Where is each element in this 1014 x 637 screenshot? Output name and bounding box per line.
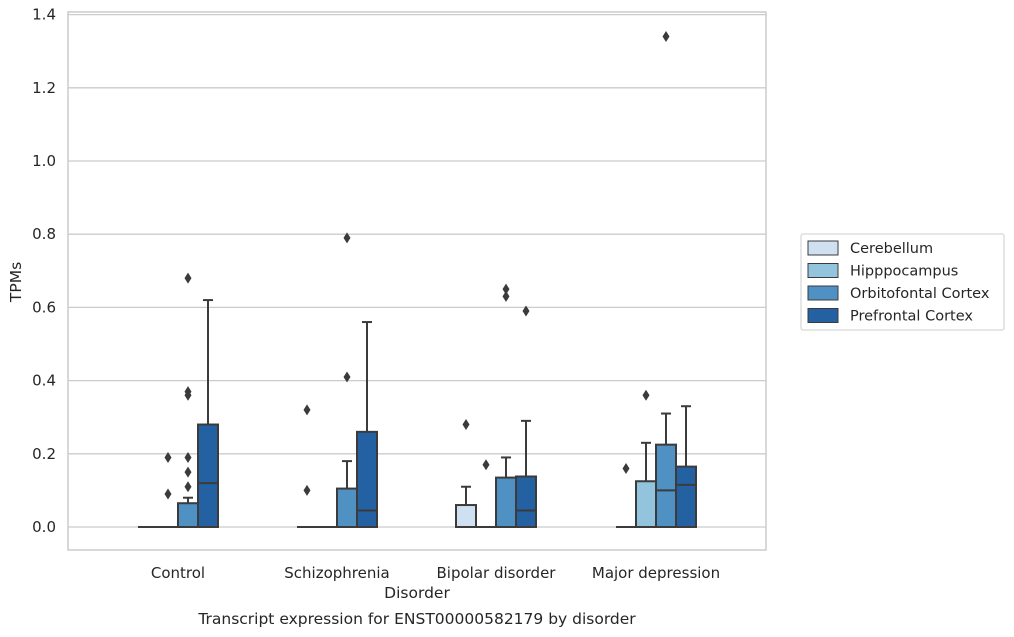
legend-items: Cerebellum Hipppocampus Orbitofontal Corte… <box>807 240 990 325</box>
legend-swatch <box>807 285 839 301</box>
grid-lines <box>68 13 766 528</box>
x-axis-label: Disorder <box>384 584 450 602</box>
legend-label: Orbitofontal Cortex <box>850 286 990 302</box>
x-tick-label: Control <box>151 564 205 582</box>
outlier-point <box>184 481 192 493</box>
box-group <box>476 459 496 528</box>
boxes <box>138 31 697 529</box>
outlier-point <box>164 451 172 463</box>
box-group <box>158 451 178 528</box>
chart-caption: Transcript expression for ENST0000058217… <box>197 610 636 628</box>
outlier-point <box>184 466 192 478</box>
box-group <box>616 462 636 528</box>
outlier-point <box>184 389 192 401</box>
y-tick-label: 1.4 <box>32 6 56 24</box>
outlier-point <box>303 484 311 496</box>
x-tick-label: Major depression <box>592 564 720 582</box>
x-tick-label: Bipolar disorder <box>437 564 557 582</box>
legend-label: Prefrontal Cortex <box>850 309 973 325</box>
box <box>177 502 199 528</box>
outlier-point <box>642 389 650 401</box>
box <box>455 504 477 529</box>
plot-frame <box>67 11 767 551</box>
legend-label: Cerebellum <box>850 241 933 257</box>
box <box>675 465 697 528</box>
y-axis-label: TPMs <box>7 262 25 303</box>
box-group <box>635 389 657 528</box>
y-tick-label: 0.4 <box>32 372 56 390</box>
y-tick-label: 0.2 <box>32 445 56 463</box>
outlier-point <box>343 371 351 383</box>
x-tick-label: Schizophrenia <box>284 564 389 582</box>
box <box>515 475 537 529</box>
box-group <box>336 232 358 529</box>
box <box>655 443 677 528</box>
legend-label: Hipppocampus <box>850 264 958 280</box>
outlier-point <box>502 290 510 302</box>
legend-swatch <box>807 240 839 256</box>
box <box>356 430 378 528</box>
box <box>495 476 517 528</box>
outlier-point <box>522 305 530 317</box>
box-group <box>297 404 317 528</box>
legend: Cerebellum Hipppocampus Orbitofontal Corte… <box>800 233 1005 331</box>
box-group <box>495 283 517 528</box>
y-tick-label: 0.0 <box>32 518 56 536</box>
outlier-point <box>502 283 510 295</box>
legend-swatch <box>807 308 839 323</box>
box-group <box>356 321 378 528</box>
y-tick-label: 1.0 <box>32 152 56 170</box>
legend-swatch <box>807 263 839 278</box>
outlier-point <box>462 419 470 431</box>
outlier-point <box>343 232 351 244</box>
outlier-point <box>622 462 630 474</box>
outlier-point <box>303 404 311 416</box>
y-tick-label: 0.6 <box>32 298 56 316</box>
outlier-point <box>164 488 172 500</box>
box-group <box>675 405 697 528</box>
legend-frame <box>800 233 1005 331</box>
box-group <box>177 272 199 528</box>
box <box>336 487 358 529</box>
box <box>635 480 657 528</box>
box-group <box>455 419 477 529</box>
outlier-point <box>482 459 490 471</box>
outlier-point <box>184 272 192 284</box>
outlier-point <box>184 451 192 463</box>
outlier-point <box>662 31 670 43</box>
y-tick-label: 1.2 <box>32 79 56 97</box>
y-tick-label: 0.8 <box>32 225 56 243</box>
box-group <box>655 31 677 528</box>
box-group <box>515 305 537 529</box>
y-tick-labels: 0.0 0.2 0.4 0.6 0.8 1.0 1.2 1.4 <box>32 6 56 536</box>
x-tick-labels: Control Schizophrenia Bipolar disorder Majo… <box>151 564 720 582</box>
box-group <box>197 299 219 528</box>
box <box>197 423 219 528</box>
